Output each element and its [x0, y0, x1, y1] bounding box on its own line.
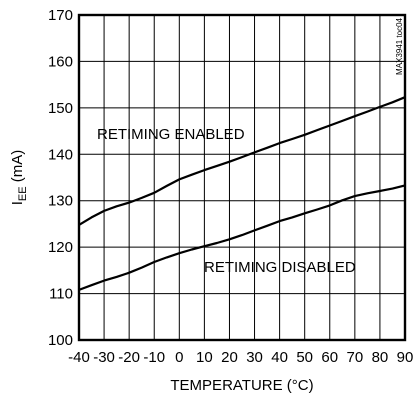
- x-tick-labels: -40 -30 -20 -10 0 10 20 30 40 50 60 70 80 90: [68, 349, 413, 366]
- x-tick-label: 60: [321, 349, 338, 366]
- y-tick-label: 170: [48, 7, 73, 24]
- y-axis-label-main: I: [9, 201, 26, 205]
- y-tick-label: 150: [48, 100, 73, 117]
- x-tick-label: -30: [93, 349, 115, 366]
- x-tick-label: 40: [271, 349, 288, 366]
- x-tick-label: 30: [246, 349, 263, 366]
- x-tick-label: -20: [118, 349, 140, 366]
- y-tick-label: 110: [49, 286, 73, 303]
- y-axis-label-subscript: EE: [17, 186, 29, 201]
- series-line-retiming-enabled: [78, 96, 406, 226]
- x-tick-label: -10: [143, 349, 165, 366]
- x-tick-label: 80: [372, 349, 389, 366]
- plot-frame: [77, 13, 407, 342]
- series-label-retiming-enabled: RETIMING ENABLED: [97, 126, 245, 143]
- y-axis-label: IEE (mA): [9, 150, 29, 206]
- x-tick-label: 0: [175, 349, 183, 366]
- x-tick-label: 70: [347, 349, 364, 366]
- x-axis-label: TEMPERATURE (°C): [170, 377, 313, 394]
- y-tick-label: 130: [48, 193, 73, 210]
- x-tick-label: 20: [221, 349, 238, 366]
- grid: [78, 14, 406, 341]
- y-tick-labels: 100 110 120 130 140 150 160 170: [48, 7, 73, 349]
- series-lines: [78, 96, 406, 291]
- series-label-retiming-disabled: RETIMING DISABLED: [204, 259, 356, 276]
- y-tick-label: 140: [48, 146, 73, 163]
- x-tick-label: -40: [68, 349, 90, 366]
- x-tick-label: 90: [397, 349, 414, 366]
- y-tick-label: 100: [48, 332, 73, 349]
- y-axis-label-unit: (mA): [9, 150, 26, 187]
- chart-watermark: MAX3941 toc04: [395, 17, 404, 74]
- x-tick-label: 10: [196, 349, 213, 366]
- x-tick-label: 50: [296, 349, 313, 366]
- y-tick-label: 160: [48, 53, 73, 70]
- series-line-retiming-disabled: [78, 184, 406, 291]
- y-tick-label: 120: [48, 239, 73, 256]
